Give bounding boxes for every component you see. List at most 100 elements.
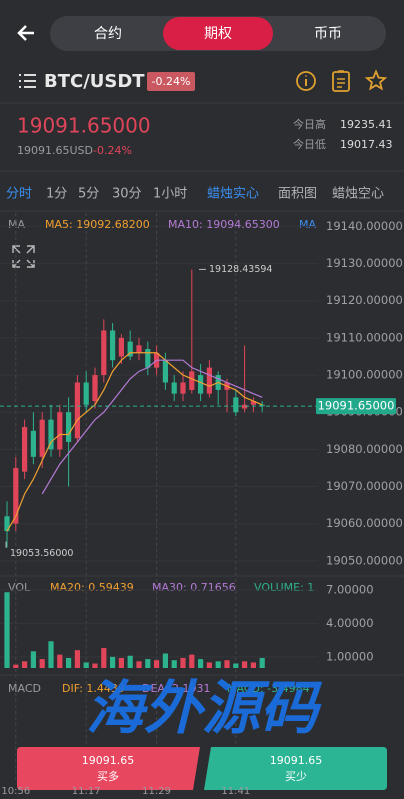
vol-ma20: MA20: 0.59439 bbox=[50, 581, 134, 594]
ma-title: MA bbox=[8, 218, 25, 231]
volume-bar bbox=[136, 661, 142, 668]
candle-body bbox=[162, 360, 168, 383]
volume-bar bbox=[224, 660, 230, 668]
candle-body bbox=[233, 397, 239, 413]
button-price: 19091.65 bbox=[82, 754, 135, 767]
notes-lines bbox=[337, 70, 345, 88]
high-label: 今日高 bbox=[293, 117, 326, 131]
candle-body bbox=[48, 419, 54, 450]
interval[interactable]: 蜡烛实心 bbox=[207, 187, 259, 202]
tab-label: 合约 bbox=[94, 26, 122, 42]
ma-line bbox=[41, 359, 263, 495]
pair: BTC/USDT bbox=[44, 71, 145, 92]
min-label: 19053.56000 bbox=[10, 548, 73, 559]
vol-ma30: MA30: 0.71656 bbox=[152, 581, 236, 594]
volume-bar bbox=[83, 662, 89, 668]
volume-bar bbox=[92, 663, 98, 668]
expand-icon[interactable] bbox=[12, 245, 35, 268]
vol-label: VOLUME: 1 bbox=[254, 581, 314, 594]
volume-bar bbox=[259, 657, 265, 668]
volume-bar bbox=[57, 654, 63, 668]
y-tick-label: 4.00000 bbox=[326, 616, 374, 630]
volume-bar bbox=[110, 656, 116, 668]
candle-body bbox=[4, 516, 10, 532]
candle-body bbox=[171, 382, 177, 394]
volume-bar bbox=[13, 664, 19, 668]
candle-body bbox=[206, 367, 212, 394]
volume-bar bbox=[162, 653, 168, 668]
volume-bar bbox=[22, 661, 28, 668]
tab[interactable]: 币币 bbox=[314, 26, 342, 42]
ma-extra: MA bbox=[299, 218, 316, 231]
change-badge-text: -0.24% bbox=[152, 75, 191, 88]
interval[interactable]: 5分 bbox=[78, 187, 99, 202]
candle-body bbox=[22, 427, 28, 472]
max-label: 19128.43594 bbox=[209, 264, 272, 275]
y-tick-label: 1.00000 bbox=[326, 649, 374, 663]
candle-body bbox=[101, 330, 107, 376]
favorite-icon[interactable] bbox=[364, 69, 388, 91]
interval[interactable]: 分时 bbox=[6, 187, 32, 202]
button-bg bbox=[17, 747, 200, 790]
candle-body bbox=[110, 330, 116, 361]
volume-bar bbox=[189, 654, 195, 668]
candle-body bbox=[136, 345, 142, 353]
buy-short-button[interactable]: 19091.65 买少 bbox=[204, 747, 387, 790]
candle-body bbox=[92, 375, 98, 402]
vol-title: VOL bbox=[8, 581, 31, 594]
candle-body bbox=[145, 349, 151, 368]
x-tick-label: 10:56 bbox=[1, 786, 30, 797]
y-tick-label: 19120.00000 bbox=[326, 293, 403, 307]
volume-bar bbox=[118, 657, 124, 668]
notes-icon[interactable] bbox=[332, 70, 350, 92]
candle-body bbox=[189, 371, 195, 390]
tab-active-bg bbox=[163, 17, 273, 50]
volume-bar bbox=[145, 659, 151, 668]
candle-body bbox=[242, 404, 248, 409]
menu-lines bbox=[19, 74, 36, 88]
y-tick-label: 19060.00000 bbox=[326, 516, 403, 530]
y-tick-label: 19130.00000 bbox=[326, 256, 403, 270]
interval[interactable]: 1分 bbox=[46, 187, 67, 202]
last-price: 19091.65000 bbox=[17, 114, 151, 138]
tab[interactable]: 期权 bbox=[163, 17, 273, 50]
x-tick-label: 11:29 bbox=[142, 786, 171, 797]
volume-bar bbox=[48, 641, 54, 668]
volume-bar bbox=[250, 662, 256, 668]
candle-body bbox=[39, 419, 45, 457]
y-tick-label: 19110.00000 bbox=[326, 330, 403, 344]
button-label: 买多 bbox=[97, 769, 119, 783]
y-tick-label: 19070.00000 bbox=[326, 479, 403, 493]
volume-bar bbox=[127, 655, 133, 668]
menu-icon[interactable] bbox=[19, 74, 36, 88]
volume-bar bbox=[39, 659, 45, 668]
volume-bar bbox=[206, 662, 212, 668]
candle-body bbox=[30, 430, 36, 457]
back-icon bbox=[17, 25, 34, 41]
macd-title: MACD bbox=[8, 682, 41, 695]
volume-bar bbox=[242, 661, 248, 668]
tab[interactable]: 合约 bbox=[94, 26, 122, 42]
back-button[interactable] bbox=[17, 25, 34, 41]
buy-long-button[interactable]: 19091.65 买多 bbox=[17, 747, 200, 790]
volume-bar bbox=[30, 651, 36, 668]
candle-body bbox=[259, 404, 265, 407]
volume-bar bbox=[198, 659, 204, 668]
volume-bar bbox=[4, 592, 10, 668]
volume-bar bbox=[233, 663, 239, 668]
button-label: 买少 bbox=[285, 770, 307, 783]
candle-body bbox=[57, 412, 63, 450]
interval[interactable]: 30分 bbox=[112, 187, 142, 202]
info-icon[interactable] bbox=[296, 71, 316, 91]
interval[interactable]: 蜡烛空心 bbox=[332, 187, 384, 202]
legend-entry: MA5: 19092.68200 bbox=[45, 218, 150, 231]
interval[interactable]: 面积图 bbox=[278, 187, 317, 202]
volume-bar bbox=[101, 647, 107, 668]
change-badge bbox=[147, 72, 195, 91]
button-price: 19091.65 bbox=[270, 754, 323, 767]
interval[interactable]: 1小时 bbox=[153, 187, 187, 202]
candle-body bbox=[66, 412, 72, 442]
macd-dif: DIF: 1.4439 bbox=[62, 682, 125, 695]
volume-bar bbox=[215, 661, 221, 668]
